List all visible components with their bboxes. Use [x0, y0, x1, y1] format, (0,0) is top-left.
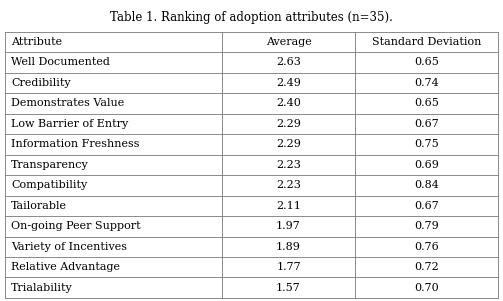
Text: 0.67: 0.67	[414, 201, 439, 211]
Text: Credibility: Credibility	[11, 78, 71, 88]
Text: 1.89: 1.89	[276, 242, 301, 252]
Text: 0.72: 0.72	[414, 262, 439, 272]
Text: Tailorable: Tailorable	[11, 201, 67, 211]
Text: 0.75: 0.75	[414, 139, 439, 149]
Text: 2.11: 2.11	[276, 201, 301, 211]
Text: Compatibility: Compatibility	[11, 180, 88, 190]
Text: Standard Deviation: Standard Deviation	[372, 37, 481, 47]
Text: 1.57: 1.57	[276, 283, 301, 293]
Text: 0.65: 0.65	[414, 57, 439, 67]
Text: Well Documented: Well Documented	[11, 57, 110, 67]
Text: 0.70: 0.70	[414, 283, 439, 293]
Text: 2.29: 2.29	[276, 139, 301, 149]
Text: 2.49: 2.49	[276, 78, 301, 88]
Text: Average: Average	[266, 37, 311, 47]
Text: 0.74: 0.74	[414, 78, 439, 88]
Text: Table 1. Ranking of adoption attributes (n=35).: Table 1. Ranking of adoption attributes …	[110, 11, 393, 23]
Text: 0.67: 0.67	[414, 119, 439, 129]
Text: Attribute: Attribute	[11, 37, 62, 47]
Text: On-going Peer Support: On-going Peer Support	[11, 221, 141, 231]
Text: 2.63: 2.63	[276, 57, 301, 67]
Text: 2.23: 2.23	[276, 160, 301, 170]
Text: 1.97: 1.97	[276, 221, 301, 231]
Text: 2.40: 2.40	[276, 98, 301, 108]
Text: 2.29: 2.29	[276, 119, 301, 129]
Text: 0.65: 0.65	[414, 98, 439, 108]
Text: Transparency: Transparency	[11, 160, 89, 170]
Text: Low Barrier of Entry: Low Barrier of Entry	[11, 119, 128, 129]
Text: 0.84: 0.84	[414, 180, 439, 190]
Text: Information Freshness: Information Freshness	[11, 139, 139, 149]
Text: Trialability: Trialability	[11, 283, 73, 293]
Text: 2.23: 2.23	[276, 180, 301, 190]
Text: 0.79: 0.79	[414, 221, 439, 231]
Text: Variety of Incentives: Variety of Incentives	[11, 242, 127, 252]
Text: 1.77: 1.77	[276, 262, 301, 272]
Text: Demonstrates Value: Demonstrates Value	[11, 98, 124, 108]
Text: 0.76: 0.76	[414, 242, 439, 252]
Text: 0.69: 0.69	[414, 160, 439, 170]
Text: Relative Advantage: Relative Advantage	[11, 262, 120, 272]
